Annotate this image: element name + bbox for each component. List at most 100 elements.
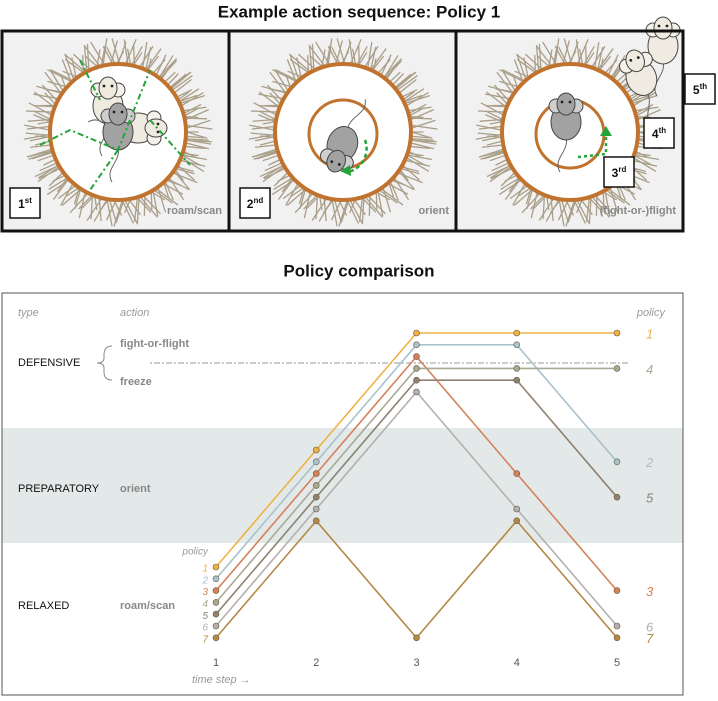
grass-blade xyxy=(143,48,162,73)
grass-blade xyxy=(157,55,174,81)
grass-blade xyxy=(392,174,409,200)
grass-blade xyxy=(575,39,582,68)
grass-blade xyxy=(513,187,536,206)
grass-blade xyxy=(258,93,287,100)
grass-blade xyxy=(536,45,555,69)
grass-blade xyxy=(33,93,62,100)
grass-blade xyxy=(630,155,657,172)
mouse-eye xyxy=(560,100,564,104)
grass-blade xyxy=(593,41,600,72)
type-label: RELAXED xyxy=(18,600,69,612)
grass-blade xyxy=(105,196,113,227)
grass-blade xyxy=(345,197,359,224)
grass-blade xyxy=(407,141,435,150)
grass-blade xyxy=(111,38,121,67)
grass-blade xyxy=(479,118,506,122)
grass-blade xyxy=(311,195,329,221)
grass-blade xyxy=(84,45,103,69)
grass-blade xyxy=(263,163,286,179)
grass-blade xyxy=(394,75,418,93)
x-tick-label: 4 xyxy=(514,657,520,669)
grass-blade xyxy=(502,69,528,83)
grass-blade xyxy=(538,195,556,221)
grass-blade xyxy=(595,48,614,73)
grass-blade xyxy=(168,71,192,92)
mouse-eye xyxy=(156,122,160,126)
step-suffix: th xyxy=(659,126,667,135)
grass-blade xyxy=(403,92,429,108)
mouse-eye xyxy=(102,84,106,88)
grass-blade xyxy=(379,54,392,79)
grass-blade xyxy=(64,53,76,83)
policy-point xyxy=(212,610,220,618)
grass-blade xyxy=(631,153,659,161)
policy-point xyxy=(413,341,420,349)
grass-blade xyxy=(575,39,589,67)
policy-point xyxy=(312,446,320,454)
grass-blade xyxy=(137,194,158,218)
step-label: 1st xyxy=(18,196,32,211)
action-label: fight-or-flight xyxy=(120,338,189,350)
grass-blade xyxy=(47,69,75,84)
mouse xyxy=(319,99,366,173)
grass-blade xyxy=(23,133,53,140)
grass-blade xyxy=(182,139,213,143)
end-label: 4 xyxy=(646,362,653,377)
grass-blade xyxy=(348,39,362,67)
end-label: 6 xyxy=(646,619,654,634)
mouse-eye xyxy=(330,160,334,164)
grass-blade xyxy=(485,93,514,100)
grass-blade xyxy=(171,168,190,190)
action-label: orient xyxy=(120,483,151,495)
grass-blade xyxy=(348,197,363,224)
panel-caption: (fight-or-)flight xyxy=(600,205,677,217)
grass-blade xyxy=(338,197,349,227)
grass-blade xyxy=(289,53,314,75)
grass-blade xyxy=(565,197,576,227)
grass-blade xyxy=(336,38,346,67)
grass-blade xyxy=(563,38,573,67)
grass-blade xyxy=(123,39,130,68)
panel-border xyxy=(454,29,685,233)
grass-blade xyxy=(251,125,278,130)
mouse-eye xyxy=(568,100,572,104)
band xyxy=(2,543,683,695)
mouse-ghost xyxy=(618,49,658,128)
grass-blade xyxy=(630,92,656,108)
grass-blade xyxy=(396,168,415,190)
column-header: action xyxy=(120,307,149,319)
mouse-eye xyxy=(110,84,114,88)
step-suffix: th xyxy=(700,82,708,91)
grass-blade xyxy=(289,53,301,83)
x-tick-label: 5 xyxy=(614,657,620,669)
grass-blade xyxy=(27,118,54,122)
grass-blade xyxy=(140,193,161,215)
grass-blade xyxy=(530,188,539,219)
legend-label: 6 xyxy=(202,623,208,634)
policy-point xyxy=(413,353,420,360)
grass-blade xyxy=(178,92,204,108)
mouse-eye xyxy=(629,58,633,62)
grass-blade xyxy=(516,53,528,83)
grass-blade xyxy=(403,155,430,172)
grass-blade xyxy=(480,102,507,118)
arrowhead xyxy=(600,126,612,136)
grass-blade xyxy=(78,188,87,219)
grass-blade xyxy=(183,119,211,130)
policy-point xyxy=(212,622,220,630)
policy-point xyxy=(613,493,621,501)
policy-point xyxy=(413,388,420,396)
grass-blade xyxy=(60,180,75,206)
grass-blade xyxy=(53,176,71,200)
policy-point xyxy=(212,599,220,606)
grass-blade xyxy=(393,71,417,92)
grass-blade xyxy=(315,41,332,68)
grass-blade xyxy=(278,176,296,200)
policy-point xyxy=(513,505,521,513)
grass-blade xyxy=(183,137,209,141)
step-number: 5 xyxy=(693,83,700,97)
end-label: 1 xyxy=(646,326,653,341)
grass-blade xyxy=(308,44,313,75)
policy-point xyxy=(513,470,521,477)
